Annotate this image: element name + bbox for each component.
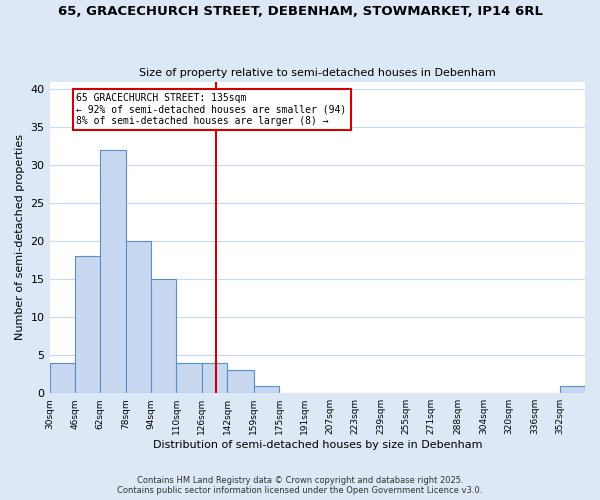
Text: 65 GRACECHURCH STREET: 135sqm
← 92% of semi-detached houses are smaller (94)
8% : 65 GRACECHURCH STREET: 135sqm ← 92% of s…: [76, 93, 347, 126]
Bar: [50, 363, 75, 393]
Text: 65, GRACECHURCH STREET, DEBENHAM, STOWMARKET, IP14 6RL: 65, GRACECHURCH STREET, DEBENHAM, STOWMA…: [58, 5, 542, 18]
Bar: [125, 241, 151, 393]
Bar: [100, 150, 125, 393]
Bar: [254, 386, 279, 393]
Bar: [227, 370, 254, 393]
Bar: [151, 279, 176, 393]
X-axis label: Distribution of semi-detached houses by size in Debenham: Distribution of semi-detached houses by …: [152, 440, 482, 450]
Bar: [202, 363, 227, 393]
Title: Size of property relative to semi-detached houses in Debenham: Size of property relative to semi-detach…: [139, 68, 496, 78]
Bar: [75, 256, 100, 393]
Bar: [176, 363, 202, 393]
Y-axis label: Number of semi-detached properties: Number of semi-detached properties: [15, 134, 25, 340]
Bar: [560, 386, 585, 393]
Text: Contains HM Land Registry data © Crown copyright and database right 2025.
Contai: Contains HM Land Registry data © Crown c…: [118, 476, 482, 495]
